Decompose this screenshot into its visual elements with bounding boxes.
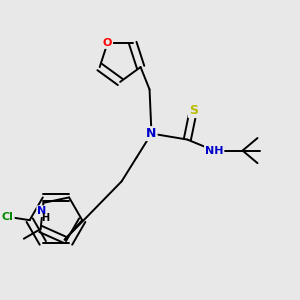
Text: N: N <box>37 206 46 216</box>
Text: N: N <box>146 127 157 140</box>
Text: NH: NH <box>205 146 224 156</box>
Text: H: H <box>41 213 49 223</box>
Text: S: S <box>189 104 198 117</box>
Text: O: O <box>103 38 112 48</box>
Text: Cl: Cl <box>2 212 14 222</box>
